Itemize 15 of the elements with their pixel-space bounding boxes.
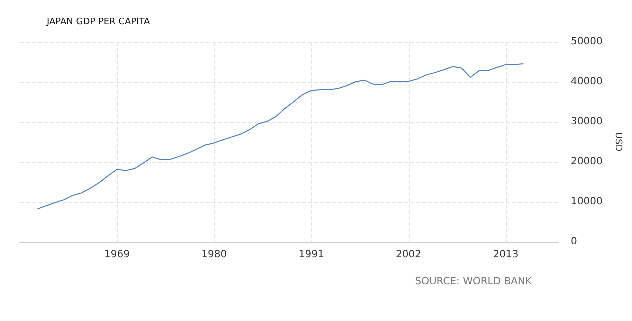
y-tick-label: 40000 (571, 76, 603, 88)
source-note: SOURCE: WORLD BANK (415, 276, 532, 288)
x-tick-label: 2002 (396, 250, 422, 260)
line-series (37, 64, 524, 210)
chart-title: JAPAN GDP PER CAPITA (46, 18, 151, 28)
y-axis-title: USD (613, 132, 624, 152)
y-tick-label: 10000 (571, 196, 603, 208)
y-tick-label: 0 (571, 236, 578, 248)
y-tick-label: 20000 (571, 156, 603, 168)
y-tick-label: 50000 (571, 36, 603, 48)
x-tick-label: 2013 (493, 250, 519, 260)
x-tick-label: 1969 (104, 250, 130, 260)
x-tick-label: 1991 (298, 250, 324, 260)
y-tick-label: 30000 (571, 116, 603, 128)
x-tick-label: 1980 (202, 250, 228, 260)
